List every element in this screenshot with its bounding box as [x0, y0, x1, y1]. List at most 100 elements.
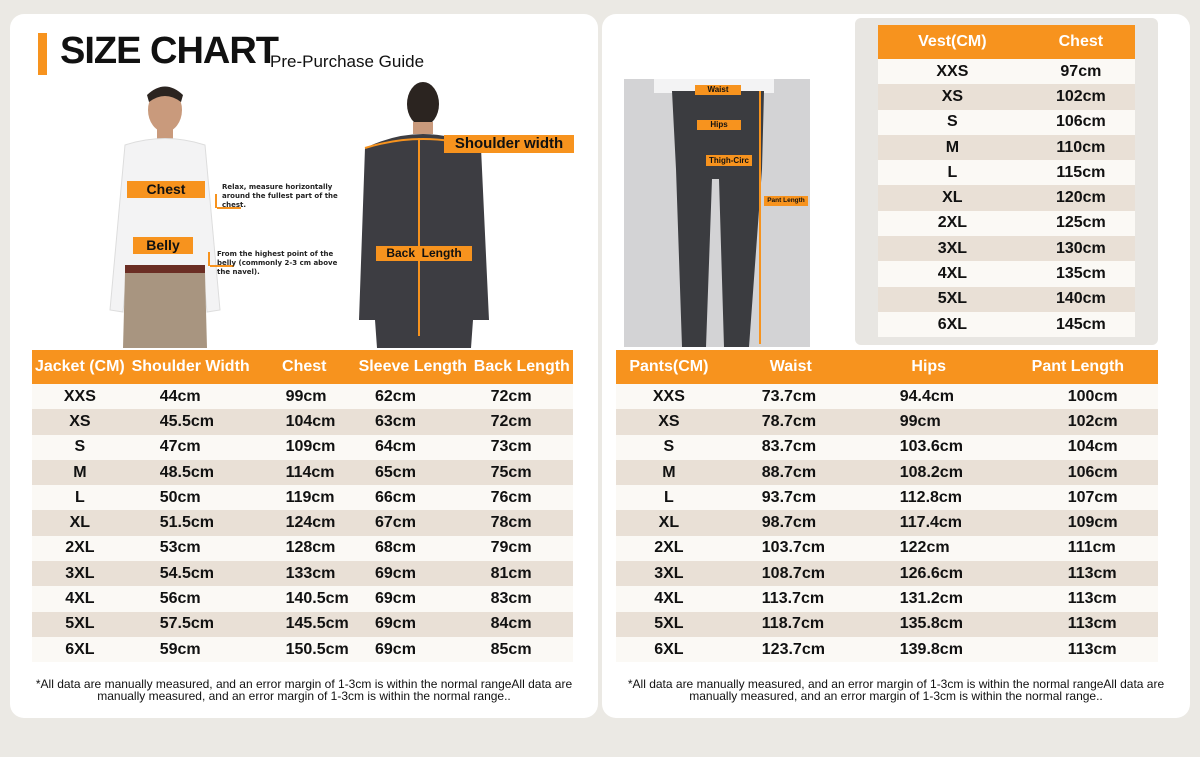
size-cell: S — [32, 434, 128, 460]
table-cell: 133cm — [253, 561, 355, 587]
table-cell: 72cm — [470, 384, 573, 410]
size-cell: 5XL — [32, 611, 128, 637]
table-cell: 118.7cm — [721, 611, 860, 637]
table-cell: 112.8cm — [859, 485, 998, 511]
table-header-row: Pants(CM) Waist Hips Pant Length — [616, 350, 1158, 384]
table-cell: 85cm — [470, 636, 573, 663]
column-header: Waist — [721, 350, 860, 384]
table-cell: 93.7cm — [721, 485, 860, 511]
table-cell: 126.6cm — [859, 561, 998, 587]
table-cell: 88.7cm — [721, 459, 860, 486]
size-cell: 4XL — [32, 586, 128, 612]
table-row: 2XL 53cm 128cm 68cm 79cm — [32, 535, 573, 562]
size-cell: 4XL — [878, 261, 1027, 287]
table-row: 4XL 113.7cm 131.2cm 113cm — [616, 586, 1158, 612]
table-row: 6XL 123.7cm 139.8cm 113cm — [616, 636, 1158, 663]
table-cell: 56cm — [127, 586, 254, 612]
table-row: 4XL 135cm — [878, 261, 1135, 287]
table-cell: 50cm — [127, 485, 254, 511]
size-cell: 6XL — [616, 636, 722, 663]
back-length-label: Back Length — [376, 246, 472, 261]
table-cell: 120cm — [1026, 185, 1135, 211]
table-cell: 69cm — [355, 611, 471, 637]
table-cell: 51.5cm — [127, 510, 254, 536]
table-cell: 69cm — [355, 586, 471, 612]
table-cell: 69cm — [355, 561, 471, 587]
table-row: 6XL 145cm — [878, 311, 1135, 338]
table-cell: 150.5cm — [253, 636, 355, 663]
chest-label: Chest — [127, 181, 205, 198]
table-row: XXS 97cm — [878, 59, 1135, 85]
table-row: 5XL 118.7cm 135.8cm 113cm — [616, 611, 1158, 637]
table-cell: 62cm — [355, 384, 471, 410]
size-cell: XL — [616, 510, 722, 536]
chest-note: Relax, measure horizontally around the f… — [222, 183, 338, 209]
column-header: Chest — [1026, 25, 1135, 59]
size-cell: M — [878, 134, 1027, 161]
table-cell: 119cm — [253, 485, 355, 511]
table-cell: 67cm — [355, 510, 471, 536]
table-cell: 84cm — [470, 611, 573, 637]
table-row: XXS 73.7cm 94.4cm 100cm — [616, 384, 1158, 410]
size-cell: L — [616, 485, 722, 511]
table-cell: 68cm — [355, 535, 471, 562]
pant-length-label: Pant Length — [764, 196, 808, 206]
pants-footnote: *All data are manually measured, and an … — [627, 677, 1165, 703]
table-cell: 99cm — [859, 409, 998, 435]
table-cell: 124cm — [253, 510, 355, 536]
belly-note: From the highest point of the belly (com… — [217, 250, 338, 276]
table-cell: 103.7cm — [721, 535, 860, 562]
table-row: S 47cm 109cm 64cm 73cm — [32, 434, 573, 460]
table-cell: 59cm — [127, 636, 254, 663]
table-row: 2XL 103.7cm 122cm 111cm — [616, 535, 1158, 562]
table-cell: 115cm — [1026, 160, 1135, 186]
table-cell: 103.6cm — [859, 434, 998, 460]
table-cell: 131.2cm — [859, 586, 998, 612]
size-cell: XXS — [616, 384, 722, 410]
table-row: XS 45.5cm 104cm 63cm 72cm — [32, 409, 573, 435]
table-row: 3XL 108.7cm 126.6cm 113cm — [616, 561, 1158, 587]
table-cell: 45.5cm — [127, 409, 254, 435]
size-cell: XXS — [32, 384, 128, 410]
table-row: XS 102cm — [878, 84, 1135, 110]
table-cell: 73cm — [470, 434, 573, 460]
table-cell: 83cm — [470, 586, 573, 612]
size-cell: 2XL — [32, 535, 128, 562]
table-cell: 113cm — [997, 611, 1158, 637]
table-cell: 117.4cm — [859, 510, 998, 536]
table-cell: 73.7cm — [721, 384, 860, 410]
size-cell: 6XL — [32, 636, 128, 663]
table-cell: 48.5cm — [127, 459, 254, 486]
size-cell: XL — [878, 185, 1027, 211]
table-cell: 145.5cm — [253, 611, 355, 637]
table-cell: 102cm — [997, 409, 1158, 435]
shoulder-width-label: Shoulder width — [444, 135, 574, 153]
table-cell: 47cm — [127, 434, 254, 460]
table-header-row: Jacket (CM) Shoulder Width Chest Sleeve Len… — [32, 350, 573, 384]
table-cell: 107cm — [997, 485, 1158, 511]
table-cell: 122cm — [859, 535, 998, 562]
table-cell: 106cm — [1026, 109, 1135, 135]
table-cell: 130cm — [1026, 236, 1135, 262]
table-cell: 99cm — [253, 384, 355, 410]
size-cell: 3XL — [32, 561, 128, 587]
table-cell: 79cm — [470, 535, 573, 562]
table-cell: 53cm — [127, 535, 254, 562]
table-header-row: Vest(CM) Chest — [878, 25, 1135, 59]
table-cell: 100cm — [997, 384, 1158, 410]
size-cell: 4XL — [616, 586, 722, 612]
table-row: 3XL 54.5cm 133cm 69cm 81cm — [32, 561, 573, 587]
title-accent-bar — [38, 33, 47, 75]
size-cell: 5XL — [616, 611, 722, 637]
table-cell: 108.7cm — [721, 561, 860, 587]
table-cell: 81cm — [470, 561, 573, 587]
table-cell: 78.7cm — [721, 409, 860, 435]
size-cell: 3XL — [616, 561, 722, 587]
size-cell: 2XL — [616, 535, 722, 562]
size-cell: 3XL — [878, 236, 1027, 262]
table-row: 5XL 57.5cm 145.5cm 69cm 84cm — [32, 611, 573, 637]
table-row: XL 51.5cm 124cm 67cm 78cm — [32, 510, 573, 536]
table-cell: 44cm — [127, 384, 254, 410]
size-cell: 5XL — [878, 286, 1027, 312]
table-cell: 114cm — [253, 459, 355, 486]
